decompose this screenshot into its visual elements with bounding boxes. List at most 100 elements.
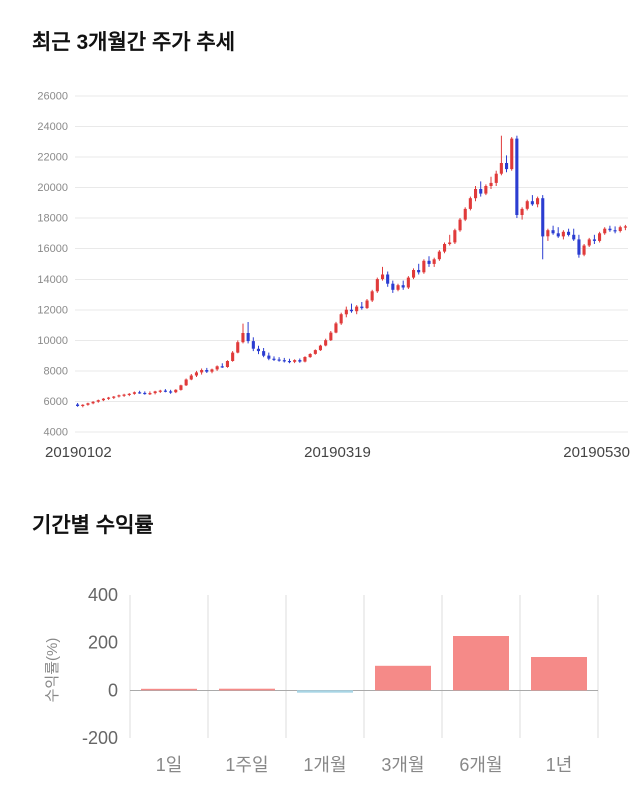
candle-body xyxy=(344,309,348,315)
price-trend-section: 최근 3개월간 주가 추세 4000 6000 8000 10000 12000 1400… xyxy=(32,31,630,461)
y-axis-title: 수익률(%) xyxy=(44,638,61,703)
candle-body xyxy=(200,370,204,373)
x-axis-label-mid: 20190319 xyxy=(304,444,371,461)
candle-body xyxy=(608,228,612,231)
candle-x-axis: 20190102 20190319 20190530 xyxy=(45,444,630,461)
candle-body xyxy=(76,404,80,406)
candle-body xyxy=(96,400,100,402)
candle-body xyxy=(443,244,447,252)
x-axis-label-end: 20190530 xyxy=(563,444,630,461)
candle-body xyxy=(298,360,302,362)
candle-body xyxy=(267,355,271,359)
candle-body xyxy=(406,277,410,288)
candle-body xyxy=(179,385,183,390)
candle-body xyxy=(401,285,405,288)
candle-body xyxy=(417,270,421,273)
candle-body xyxy=(318,345,322,351)
category-label: 1주일 xyxy=(225,755,268,775)
candle-body xyxy=(205,370,209,372)
candle-body xyxy=(277,359,281,361)
candle-body xyxy=(360,306,364,309)
candle-body xyxy=(427,260,431,264)
candle-body xyxy=(355,306,359,312)
candle-body xyxy=(381,274,385,280)
y-tick-label: -200 xyxy=(82,728,118,748)
x-axis-label-start: 20190102 xyxy=(45,444,112,461)
candle-body xyxy=(132,392,136,394)
candle-body xyxy=(91,401,95,404)
candle-body xyxy=(262,351,266,356)
candlestick-chart: 4000 6000 8000 10000 12000 14000 16000 18000 200… xyxy=(37,91,628,438)
candle-body xyxy=(308,354,312,358)
candle-body xyxy=(174,389,178,393)
y-tick-label: 22000 xyxy=(37,152,68,164)
returns-bar-chart: 400 200 0 -200 1일 1주일 1개월 3개월 6개월 1년 수익률(%) xyxy=(44,585,599,775)
candle-body xyxy=(484,186,488,194)
candle-body xyxy=(251,341,255,349)
candle-body xyxy=(313,350,317,354)
candle-body xyxy=(479,189,483,194)
y-tick-label: 200 xyxy=(88,633,118,653)
candle-body xyxy=(505,163,509,170)
candle-body xyxy=(499,163,503,174)
candle-body xyxy=(158,390,162,392)
candle-body xyxy=(153,391,157,394)
candle-body xyxy=(510,138,514,170)
category-label: 1년 xyxy=(546,755,573,775)
y-tick-label: 16000 xyxy=(37,243,68,255)
candle-body xyxy=(272,358,276,360)
candle-body xyxy=(112,396,116,398)
returns-chart-title: 기간별 수익률 xyxy=(32,514,154,537)
return-bar xyxy=(453,636,509,691)
candle-body xyxy=(458,219,462,231)
candle-body xyxy=(386,274,390,284)
candle-body xyxy=(541,198,545,237)
y-tick-label: 20000 xyxy=(37,182,68,194)
candle-body xyxy=(520,208,524,215)
candle-body xyxy=(287,361,291,363)
candle-body xyxy=(572,234,576,240)
candle-body xyxy=(494,173,498,183)
candle-body xyxy=(220,366,224,368)
candle-body xyxy=(453,230,457,243)
candle-body xyxy=(117,395,121,397)
candle-body xyxy=(189,375,193,380)
candle-body xyxy=(236,342,240,353)
category-label: 1개월 xyxy=(303,755,346,775)
candle-body xyxy=(598,233,602,241)
category-label: 1일 xyxy=(156,755,183,775)
candle-body xyxy=(194,372,198,376)
candle-body xyxy=(370,291,374,301)
y-tick-label: 12000 xyxy=(37,304,68,316)
candle-body xyxy=(107,397,111,399)
candle-body xyxy=(432,259,436,264)
candle-body xyxy=(468,198,472,209)
candle-body xyxy=(241,333,245,343)
candle-body xyxy=(613,230,617,232)
y-tick-label: 24000 xyxy=(37,121,68,133)
candle-body xyxy=(324,340,328,346)
candle-body xyxy=(536,198,540,205)
y-tick-label: 18000 xyxy=(37,213,68,225)
candle-body xyxy=(525,201,529,209)
candle-body xyxy=(349,309,353,312)
candle-body xyxy=(225,361,229,367)
candle-body xyxy=(169,391,173,393)
y-tick-label: 0 xyxy=(108,680,118,700)
candle-body xyxy=(546,230,550,237)
candle-body xyxy=(143,392,147,395)
returns-section: 기간별 수익률 400 200 0 -200 1일 1주일 1개월 3개월 6개월 1년 수익률(%… xyxy=(0,509,640,780)
candle-body xyxy=(587,239,591,246)
candle-body xyxy=(561,231,565,237)
candle-body xyxy=(582,245,586,255)
candle-body xyxy=(365,300,369,309)
candle-body xyxy=(396,285,400,290)
candle-body xyxy=(437,251,441,260)
candle-body xyxy=(422,260,426,273)
stock-report-page: 최근 3개월간 주가 추세 4000 6000 8000 10000 12000 1400… xyxy=(0,31,640,780)
candle-body xyxy=(618,227,622,231)
candle-body xyxy=(391,283,395,290)
candle-body xyxy=(515,138,519,215)
y-tick-label: 8000 xyxy=(44,365,68,377)
candle-body xyxy=(101,398,105,401)
